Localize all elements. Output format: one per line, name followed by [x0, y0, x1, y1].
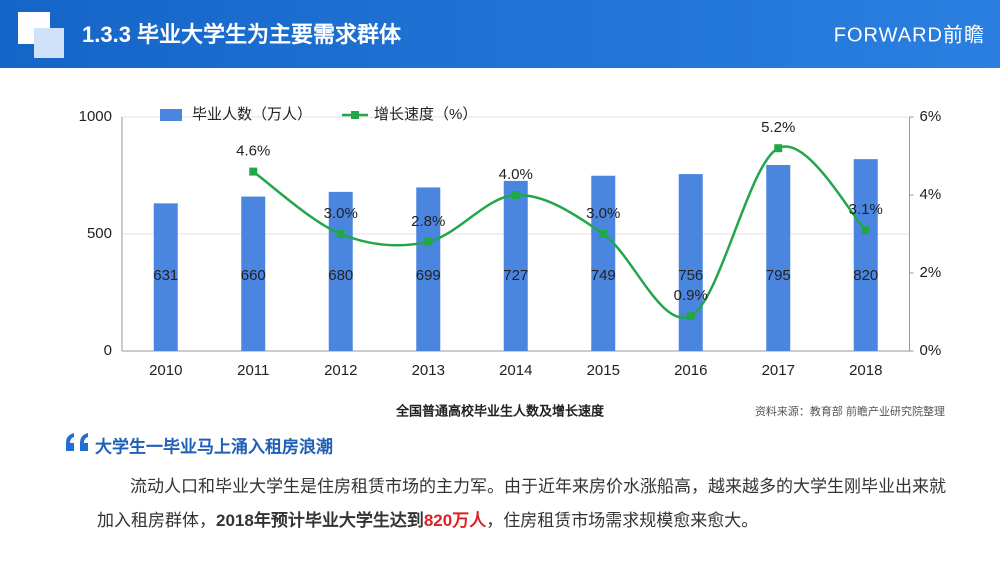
highlight: 820万人 — [423, 511, 487, 530]
bar — [503, 180, 528, 351]
line-marker — [774, 144, 783, 153]
point-label: 3.0% — [324, 205, 358, 222]
logo-square — [34, 28, 64, 58]
line-marker — [249, 167, 258, 176]
text: ，住房租赁市场需求规模愈来愈大。 — [486, 511, 759, 530]
legend-swatch — [160, 109, 182, 121]
line-marker — [511, 191, 520, 199]
y-tick-label: 1000 — [79, 108, 112, 125]
y2-tick-label: 2% — [920, 264, 942, 281]
y2-tick-label: 6% — [920, 108, 942, 125]
bar — [416, 187, 441, 351]
point-label: 4.6% — [236, 143, 270, 160]
bar-label: 680 — [328, 267, 353, 284]
bar-label: 795 — [766, 267, 791, 284]
point-label: 5.2% — [761, 119, 795, 136]
line-marker — [424, 237, 433, 246]
paragraph: 流动人口和毕业大学生是住房租赁市场的主力军。由于近年来房价水涨船高，越来越多的大… — [97, 470, 957, 538]
y2-tick-label: 4% — [920, 186, 942, 203]
y-tick-label: 500 — [87, 225, 112, 242]
x-tick-label: 2013 — [412, 362, 445, 379]
x-tick-label: 2010 — [149, 362, 182, 379]
bar — [328, 191, 353, 351]
text: 流动人口和毕业大学生是住房租赁市场的主力军。由于近年来房价水涨船高，越来越多的大… — [97, 477, 946, 530]
point-label: 3.0% — [586, 205, 620, 222]
line-marker — [861, 226, 870, 235]
point-label: 3.1% — [849, 201, 883, 218]
bar-label: 660 — [241, 267, 266, 284]
y-tick-label: 0 — [104, 342, 112, 359]
bar — [853, 159, 878, 351]
slide-title: 1.3.3 毕业大学生为主要需求群体 — [82, 22, 402, 47]
x-tick-label: 2018 — [849, 362, 882, 379]
bold-text: 2018年预计毕业大学生达到 — [216, 511, 424, 530]
legend-swatch — [351, 111, 360, 119]
bar-label: 820 — [853, 267, 878, 284]
point-label: 4.0% — [499, 166, 533, 183]
chart-caption: 全国普通高校毕业生人数及增长速度 — [395, 403, 605, 418]
x-tick-label: 2016 — [674, 362, 707, 379]
point-label: 2.8% — [411, 213, 445, 230]
brand: FORWARD前瞻 — [834, 23, 985, 46]
source: 资料来源：教育部 前瞻产业研究院整理 — [755, 404, 945, 418]
line-marker — [599, 230, 608, 238]
header-band — [0, 0, 1000, 68]
legend-label: 毕业人数（万人） — [192, 106, 312, 123]
x-tick-label: 2012 — [324, 362, 357, 379]
y2-tick-label: 0% — [920, 342, 942, 359]
bar-label: 727 — [503, 267, 528, 284]
bar-label: 699 — [416, 267, 441, 284]
bar-label: 749 — [591, 267, 616, 284]
bar — [766, 164, 791, 351]
x-tick-label: 2015 — [587, 362, 620, 379]
x-tick-label: 2017 — [762, 362, 795, 379]
x-tick-label: 2011 — [237, 362, 269, 379]
quote-icon — [66, 433, 88, 451]
legend-label: 增长速度（%） — [374, 106, 477, 123]
section-heading: 大学生一毕业马上涌入租房浪潮 — [95, 436, 333, 456]
bar — [241, 196, 266, 351]
bar — [678, 174, 703, 351]
bar — [153, 203, 178, 351]
x-tick-label: 2014 — [499, 362, 532, 379]
line-marker — [686, 311, 695, 320]
line-marker — [336, 230, 345, 238]
point-label: 0.9% — [674, 287, 708, 304]
bar — [591, 175, 616, 351]
bar-label: 756 — [678, 267, 703, 284]
bar-label: 631 — [153, 267, 178, 284]
